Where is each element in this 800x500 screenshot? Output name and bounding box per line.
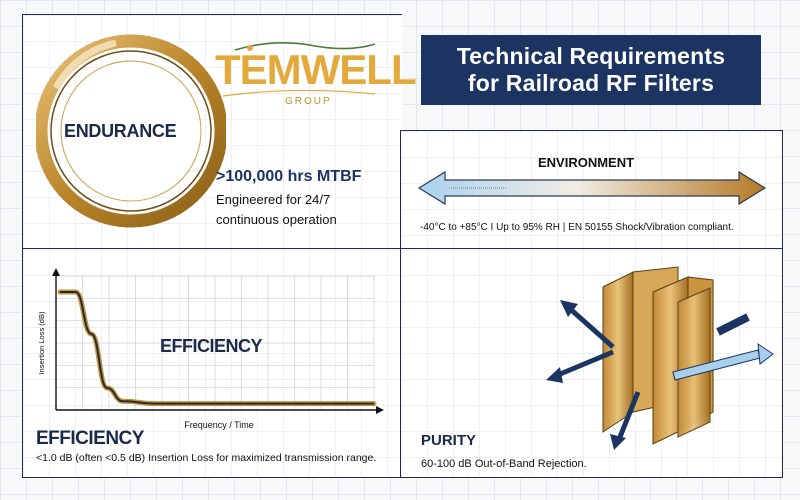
mtbf-description: Engineered for 24/7 continuous operation <box>216 192 337 227</box>
chart-series-line <box>59 291 374 405</box>
insertion-loss-chart: Frequency / Time Insertion Loss (dB) <box>34 268 384 433</box>
efficiency-panel <box>22 248 402 478</box>
logo-subtitle: GROUP <box>285 96 332 107</box>
logo-swoosh-icon <box>222 42 376 97</box>
efficiency-chart-label: EFFICIENCY <box>160 336 263 356</box>
efficiency-title: EFFICIENCY <box>36 428 144 449</box>
logo-wordmark: TEMWELL <box>215 46 417 93</box>
purity-title: PURITY <box>421 432 477 449</box>
environment-description: -40°C to +85°C I Up to 95% RH | EN 50155… <box>420 222 734 233</box>
header-title-line2: for Railroad RF Filters <box>467 70 715 96</box>
temwell-logo: TEMWELL GROUP <box>215 40 417 110</box>
chart-y-axis-arrow <box>52 268 60 276</box>
header-title-box: Technical Requirements for Railroad RF F… <box>421 35 761 105</box>
purity-description: 60-100 dB Out-of-Band Rejection. <box>421 458 587 470</box>
filter-cavity-graphic-icon <box>538 262 778 452</box>
endurance-ring-label: ENDURANCE <box>64 121 177 141</box>
environment-title: ENVIRONMENT <box>538 155 635 170</box>
header-title-line1: Technical Requirements <box>456 43 726 69</box>
endurance-ring-icon <box>34 28 228 238</box>
mtbf-metric: >100,000 hrs MTBF <box>216 168 362 185</box>
chart-x-axis-arrow <box>376 406 384 414</box>
chart-y-label: Insertion Loss (dB) <box>37 311 46 374</box>
temperature-range-arrow-icon <box>417 168 767 208</box>
chart-x-label: Frequency / Time <box>184 420 254 430</box>
efficiency-description: <1.0 dB (often <0.5 dB) Insertion Loss f… <box>36 452 377 464</box>
